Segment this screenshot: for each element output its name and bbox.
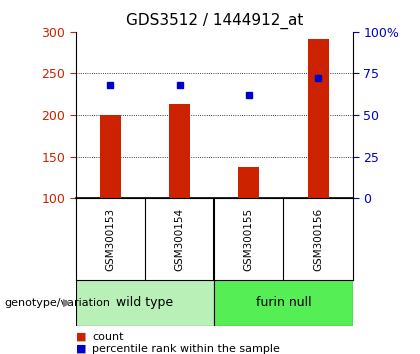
Text: GSM300154: GSM300154 <box>175 207 184 270</box>
Bar <box>214 280 353 326</box>
Bar <box>308 39 328 198</box>
Text: wild type: wild type <box>116 296 173 309</box>
Bar <box>100 115 121 198</box>
Text: count: count <box>92 332 124 342</box>
Text: GSM300156: GSM300156 <box>313 207 323 270</box>
Text: furin null: furin null <box>256 296 311 309</box>
Bar <box>169 104 190 198</box>
Text: percentile rank within the sample: percentile rank within the sample <box>92 344 280 354</box>
Text: ■: ■ <box>76 332 86 342</box>
Text: GSM300153: GSM300153 <box>105 207 115 270</box>
Text: genotype/variation: genotype/variation <box>4 298 110 308</box>
Bar <box>239 167 259 198</box>
Text: GSM300155: GSM300155 <box>244 207 254 270</box>
Bar <box>76 280 214 326</box>
Text: ■: ■ <box>76 344 86 354</box>
Text: ▶: ▶ <box>63 298 71 308</box>
Title: GDS3512 / 1444912_at: GDS3512 / 1444912_at <box>126 13 303 29</box>
